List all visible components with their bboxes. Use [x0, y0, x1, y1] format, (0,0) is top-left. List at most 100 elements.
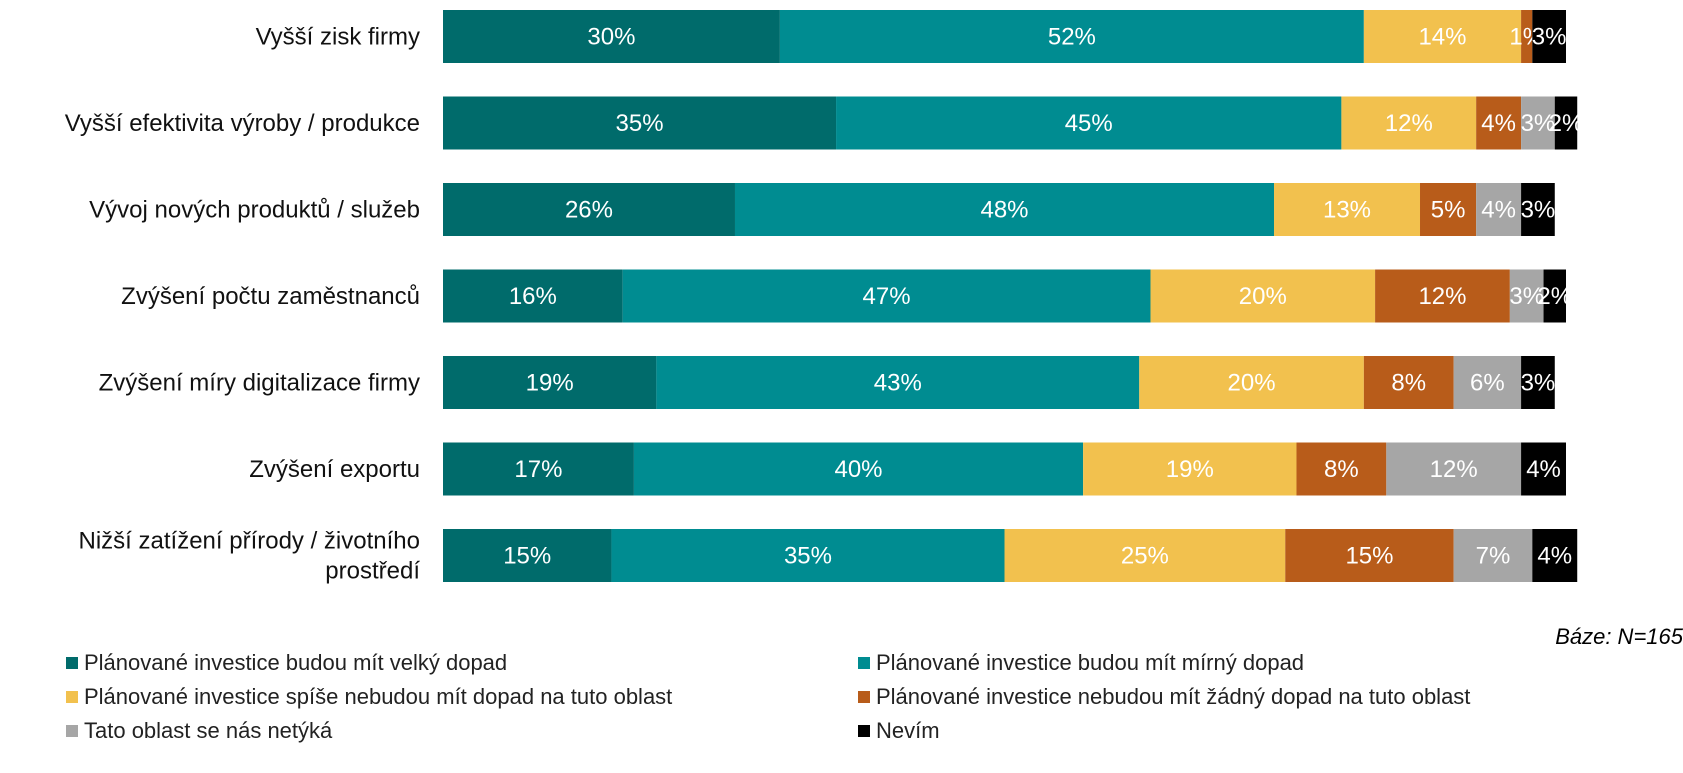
bar-segment: [622, 269, 1151, 323]
legend-item: Tato oblast se nás netýká: [66, 718, 332, 744]
data-label: 3%: [1521, 197, 1556, 224]
data-label: 5%: [1431, 197, 1466, 224]
data-label: 43%: [874, 370, 922, 397]
data-label: 47%: [863, 283, 911, 310]
bar-segment: [1420, 183, 1477, 236]
legend-item: Nevím: [858, 718, 940, 744]
data-label: 35%: [784, 543, 832, 570]
legend-label: Plánované investice budou mít velký dopa…: [84, 650, 508, 675]
data-label: 17%: [514, 456, 562, 483]
stacked-bar-chart: Vyšší zisk firmy 30% 52% 14% 1%3%Vyšší efekt…: [64, 10, 1584, 585]
bar-segment: [1453, 356, 1522, 409]
bar-segment: [1509, 269, 1544, 323]
bar-segment: [1521, 183, 1555, 236]
data-label: 52%: [1048, 24, 1096, 51]
data-label: 8%: [1391, 370, 1426, 397]
bar-segment: [1532, 10, 1566, 63]
category-label: Vyšší zisk firmy: [256, 24, 420, 51]
data-label: 20%: [1239, 283, 1287, 310]
bar-segment: [633, 442, 1084, 496]
legend-label: Plánované investice spíše nebudou mít do…: [84, 684, 673, 709]
bar-segment: [1083, 442, 1297, 496]
data-label: 4%: [1526, 456, 1561, 483]
category-label: Zvýšení exportu: [249, 456, 420, 483]
data-label: 3%: [1509, 283, 1544, 310]
data-label: 30%: [587, 24, 635, 51]
bar-segment: [443, 10, 780, 63]
bar-segment: [611, 529, 1005, 582]
bar-segment: [443, 269, 623, 323]
legend-item: Plánované investice spíše nebudou mít do…: [66, 684, 672, 710]
bar-segment: [1139, 356, 1364, 409]
legend-swatch: [858, 725, 870, 737]
data-label: 12%: [1430, 456, 1478, 483]
bar-segment: [1296, 442, 1387, 496]
category-label: Zvýšení míry digitalizace firmy: [99, 370, 420, 397]
data-label: 25%: [1121, 543, 1169, 570]
data-label: 15%: [1345, 543, 1393, 570]
bar-segment: [656, 356, 1140, 409]
chart-legend: Plánované investice budou mít velký dopa…: [0, 648, 1683, 773]
bar-segment: [1543, 269, 1566, 323]
legend-item: Plánované investice budou mít mírný dopa…: [858, 650, 1304, 676]
data-label: 14%: [1418, 24, 1466, 51]
data-label: 4%: [1537, 543, 1572, 570]
data-label: 2%: [1549, 110, 1584, 137]
bar-segment: [836, 96, 1342, 150]
bar-segment: [1521, 96, 1555, 150]
bar-segment: [1521, 10, 1533, 63]
data-label: 12%: [1385, 110, 1433, 137]
data-label: 16%: [509, 283, 557, 310]
bar-segment: [1341, 96, 1477, 150]
bar-segment: [1285, 529, 1454, 582]
data-label: 26%: [565, 197, 613, 224]
bar-segment: [443, 96, 837, 150]
legend-item: Plánované investice budou mít velký dopa…: [66, 650, 507, 676]
data-label: 19%: [1166, 456, 1214, 483]
bar-segment: [1521, 442, 1566, 496]
legend-swatch: [66, 657, 78, 669]
bar-segment: [1363, 356, 1454, 409]
bar-segment: [1554, 96, 1578, 150]
data-label: 2%: [1537, 283, 1572, 310]
bar-segment: [1476, 96, 1522, 150]
data-label: 35%: [616, 110, 664, 137]
data-label: 40%: [834, 456, 882, 483]
data-label: 4%: [1481, 197, 1516, 224]
bar-segment: [1375, 269, 1510, 323]
legend-label: Tato oblast se nás netýká: [84, 718, 333, 743]
data-label: 6%: [1470, 370, 1505, 397]
bar-segment: [1386, 442, 1522, 496]
bar-segment: [1532, 529, 1578, 582]
legend-swatch: [66, 691, 78, 703]
data-label: 45%: [1065, 110, 1113, 137]
bar-segment: [443, 442, 634, 496]
category-label: prostředí: [325, 558, 420, 585]
data-label: 48%: [980, 197, 1028, 224]
data-label: 20%: [1228, 370, 1276, 397]
bar-segment: [1004, 529, 1286, 582]
legend-label: Nevím: [876, 718, 940, 743]
bar-segment: [1150, 269, 1376, 323]
data-label: 3%: [1521, 110, 1556, 137]
legend-label: Plánované investice budou mít mírný dopa…: [876, 650, 1305, 675]
bar-segment: [779, 10, 1364, 63]
bar-segment: [734, 183, 1275, 236]
category-label: Nižší zatížení přírody / životního: [79, 528, 420, 555]
category-label: Vyšší efektivita výroby / produkce: [65, 110, 420, 137]
bar-segment: [1363, 10, 1522, 63]
data-label: 15%: [503, 543, 551, 570]
category-label: Vývoj nových produktů / služeb: [89, 197, 420, 224]
bar-segment: [1274, 183, 1421, 236]
data-label: 3%: [1532, 24, 1567, 51]
legend-swatch: [858, 657, 870, 669]
legend-swatch: [66, 725, 78, 737]
bar-segment: [1521, 356, 1555, 409]
data-label: 4%: [1481, 110, 1516, 137]
data-label: 19%: [526, 370, 574, 397]
bar-segment: [443, 529, 612, 582]
data-label: 3%: [1521, 370, 1556, 397]
data-label: 7%: [1476, 543, 1511, 570]
legend-label: Plánované investice nebudou mít žádný do…: [876, 684, 1471, 709]
bar-segment: [443, 356, 657, 409]
